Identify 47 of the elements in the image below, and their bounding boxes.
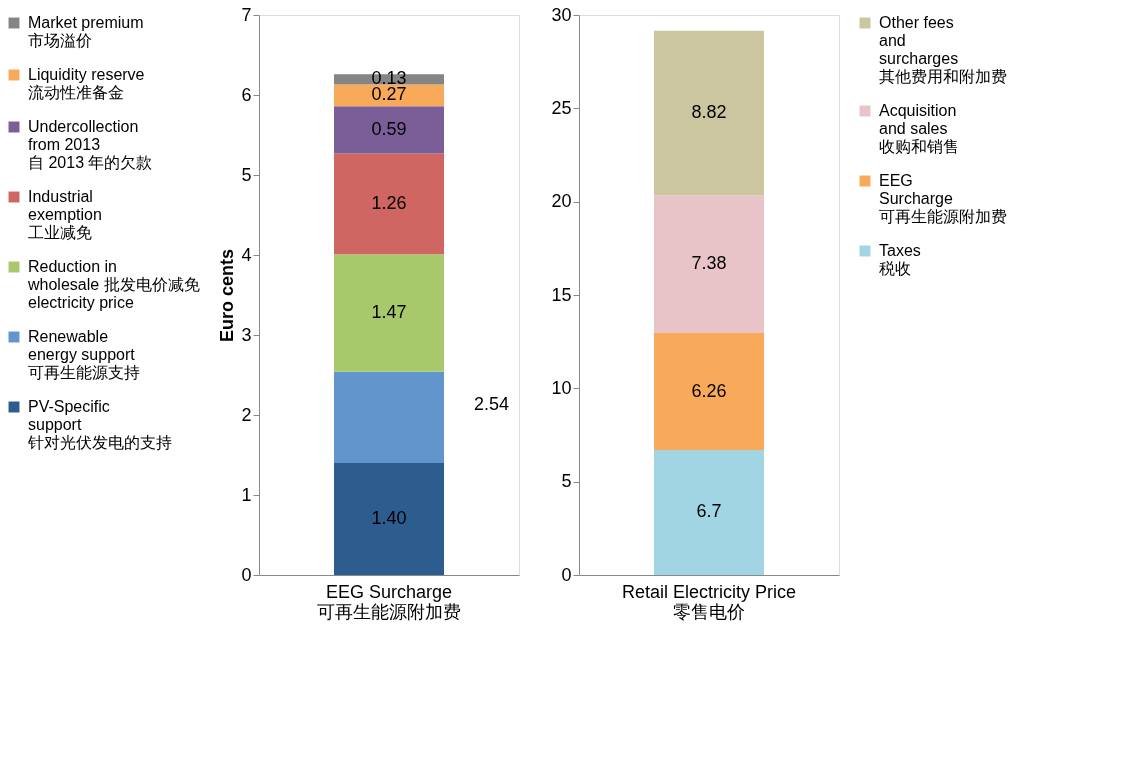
text: 2.54	[474, 394, 510, 414]
y-tick-label: 15	[551, 284, 572, 305]
y-tick-label: 30	[551, 4, 572, 25]
data-label: 1.40	[371, 508, 407, 528]
legend-label: Industrial exemption 工业减免	[28, 188, 102, 241]
legend-label: Other fees and surcharges 其他费用和附加费	[879, 14, 1007, 85]
y-tick-label: 7	[241, 4, 252, 25]
legend-label: Renewable energy support 可再生能源支持	[28, 328, 140, 381]
legend-label: PV-Specific support 针对光伏发电的支持	[27, 398, 172, 451]
y-tick-label: 4	[241, 244, 252, 265]
x-tick-label: Retail Electricity Price 零售电价	[621, 581, 797, 622]
bar	[654, 30, 764, 196]
bar	[334, 106, 444, 154]
bar	[654, 333, 764, 450]
y-tick-label: 0	[561, 564, 572, 585]
legend-label: Market premium 市场溢价	[28, 14, 144, 49]
data-label: 1.47	[371, 302, 407, 322]
data-label: 0.59	[371, 118, 407, 139]
y-tick-label: 5	[241, 164, 252, 185]
legend-label: Acquisition and sales 收购和销售	[879, 102, 959, 155]
y-tick-label: 20	[551, 191, 572, 212]
y-axis-title: Euro cents	[217, 248, 238, 343]
bar	[654, 195, 764, 334]
y-tick-label: 6	[241, 84, 252, 105]
data-label: 8.82	[691, 102, 727, 122]
bar	[334, 254, 444, 372]
legend-label: Taxes 税收	[879, 242, 921, 277]
data-label: 7.38	[691, 253, 727, 274]
data-label: 1.26	[371, 192, 407, 213]
y-tick-label: 2	[241, 404, 252, 425]
legend-label: Undercollection from 2013 自 2013 年的欠款	[28, 118, 153, 171]
legend-label: Liquidity reserve 流动性准备金	[28, 66, 145, 101]
y-tick-label: 5	[561, 471, 572, 492]
bar	[334, 153, 444, 255]
y-tick-label: 25	[551, 97, 572, 118]
y-tick-label: 0	[241, 564, 252, 585]
y-tick-label: 1	[241, 484, 252, 505]
y-tick-label: 10	[551, 377, 572, 398]
bar	[654, 449, 764, 575]
data-label: 0.27	[371, 84, 407, 105]
y-tick-label: 3	[241, 324, 252, 345]
legend-label: EEG Surcharge 可再生能源附加费	[879, 172, 1007, 225]
legend-label: Reduction in wholesale 批发电价减免 electricity price	[27, 258, 200, 311]
data-label: 6.7	[696, 501, 722, 522]
bar	[334, 463, 444, 575]
data-label: 6.26	[691, 380, 727, 401]
bar	[334, 371, 444, 463]
